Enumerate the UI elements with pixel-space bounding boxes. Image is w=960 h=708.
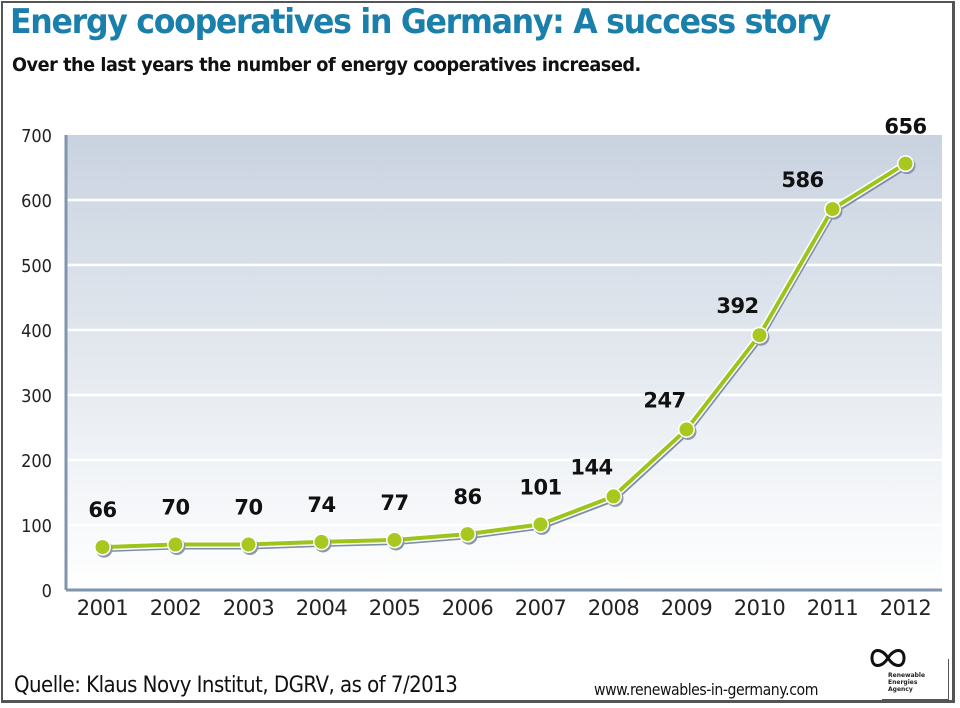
data-label: 70: [234, 496, 262, 520]
axes: [64, 135, 942, 592]
data-point: [168, 537, 183, 552]
y-tick-label: 0: [42, 581, 52, 602]
x-tick-label: 2012: [880, 596, 931, 620]
x-tick-label: 2011: [807, 596, 858, 620]
x-tick-label: 2003: [223, 596, 274, 620]
data-point: [533, 517, 548, 532]
y-tick-label: 700: [21, 126, 52, 147]
data-series: [94, 155, 916, 558]
y-tick-label: 100: [21, 516, 52, 537]
data-label: 66: [88, 498, 116, 522]
data-point: [825, 202, 840, 217]
data-label: 101: [519, 475, 561, 499]
gridlines: [66, 198, 942, 527]
y-tick-label: 600: [21, 191, 52, 212]
data-label: 70: [161, 496, 189, 520]
x-tick-label: 2006: [442, 596, 494, 620]
data-point: [898, 156, 913, 171]
data-point: [314, 534, 329, 549]
data-label: 247: [643, 388, 685, 412]
data-point: [387, 532, 402, 547]
infinity-icon: [870, 649, 906, 667]
y-tick-label: 400: [21, 321, 52, 342]
x-tick-label: 2008: [588, 596, 639, 620]
y-tick-label: 200: [21, 451, 52, 472]
data-label: 144: [570, 455, 612, 479]
x-tick-label: 2002: [150, 596, 201, 620]
x-axis-ticks: 2001 2002 2003 2004 2005 2006 2007 2008 2009 2010…: [77, 596, 932, 620]
data-point: [606, 489, 621, 504]
y-tick-label: 500: [21, 256, 52, 277]
data-label: 586: [781, 168, 823, 192]
data-label: 656: [884, 115, 926, 139]
source-note: Quelle: Klaus Novy Institut, DGRV, as of…: [14, 673, 458, 698]
data-label: 77: [380, 491, 408, 515]
series-line: [102, 161, 907, 550]
data-labels: 66 70 70 74 77 86 101 144 247 392 586 656: [88, 115, 927, 522]
data-point: [241, 537, 256, 552]
chart-title: Energy cooperatives in Germany: A succes…: [10, 2, 831, 42]
website-url[interactable]: www.renewables-in-germany.com: [594, 680, 818, 699]
logo-text: Renewable Energies Agency: [888, 672, 926, 693]
data-point: [460, 527, 475, 542]
data-label: 74: [307, 493, 335, 517]
data-point: [752, 328, 767, 343]
x-tick-label: 2007: [515, 596, 566, 620]
data-label: 86: [453, 485, 481, 509]
x-tick-label: 2010: [734, 596, 785, 620]
x-tick-label: 2001: [77, 596, 128, 620]
x-tick-label: 2009: [661, 596, 712, 620]
x-tick-label: 2004: [296, 596, 348, 620]
y-axis-ticks: 0 100 200 300 400 500 600 700: [21, 126, 52, 602]
agency-logo: Renewable Energies Agency: [868, 645, 953, 703]
y-tick-label: 300: [21, 386, 52, 407]
logo-frame: [882, 659, 949, 700]
x-tick-label: 2005: [369, 596, 420, 620]
chart-subtitle: Over the last years the number of energy…: [12, 54, 641, 76]
data-point: [679, 422, 694, 437]
plot-area: [66, 135, 942, 590]
data-point: [95, 540, 110, 555]
data-label: 392: [716, 294, 758, 318]
